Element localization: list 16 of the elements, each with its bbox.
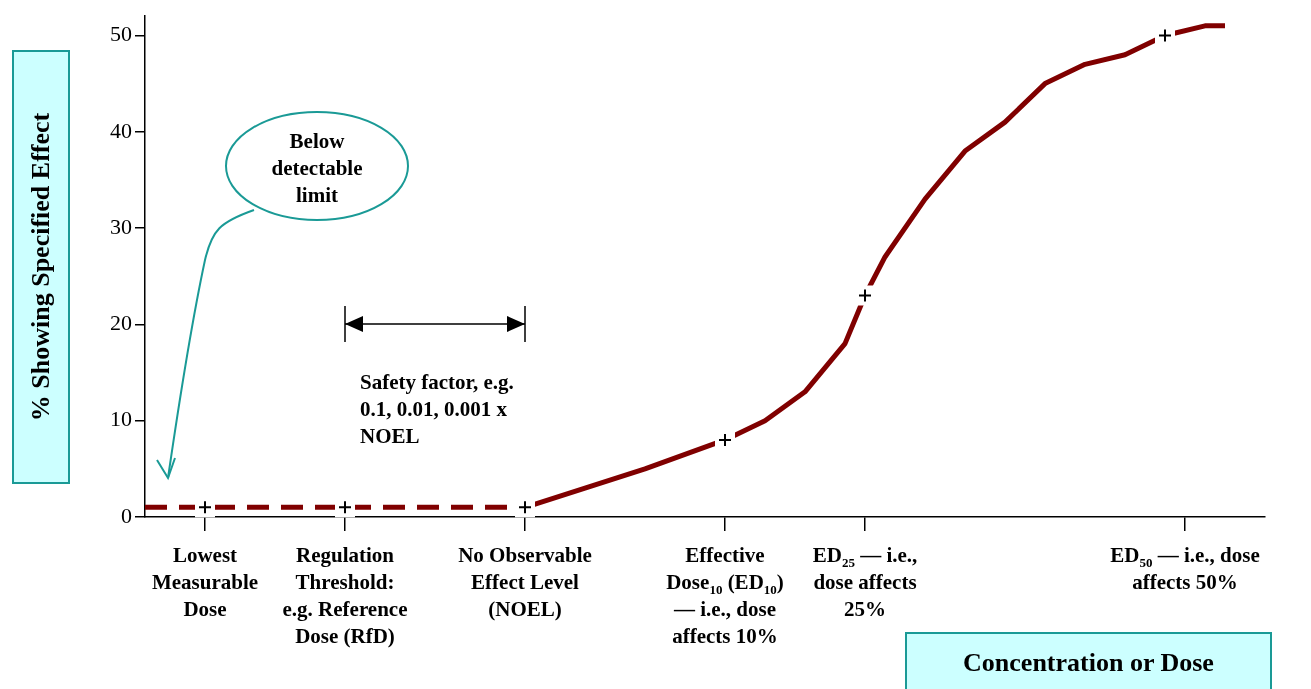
y-axis-title: % Showing Specified Effect [26,112,56,422]
x-tick-label: No Observable Effect Level (NOEL) [457,542,593,623]
x-tick-label: ED$_{25}$ — i.e., dose affects 25% [811,542,919,623]
y-tick-label: 40 [110,117,132,143]
y-tick-label: 30 [110,213,132,239]
y-tick-label: 50 [110,21,132,47]
x-tick-label: Effective Dose$_{10}$ (ED$_{10}$) — i.e., dose affects 10% [665,542,785,650]
x-tick-label: Lowest Measurable Dose [150,542,260,623]
x-tick-label: Regulation Threshold: e.g. Reference Dose (RfD) [281,542,409,650]
x-axis-title: Concentration or Dose [905,632,1272,689]
annotation: Below detectable limit [270,128,364,209]
y-tick-label: 10 [110,406,132,432]
y-tick-label: 0 [121,502,132,528]
y-tick-label: 20 [110,310,132,336]
annotation: Safety factor, e.g. 0.1, 0.01, 0.001 x NOEL [360,369,515,451]
x-tick-label: ED$_{50}$ — i.e., dose affects 50% [1109,542,1261,596]
